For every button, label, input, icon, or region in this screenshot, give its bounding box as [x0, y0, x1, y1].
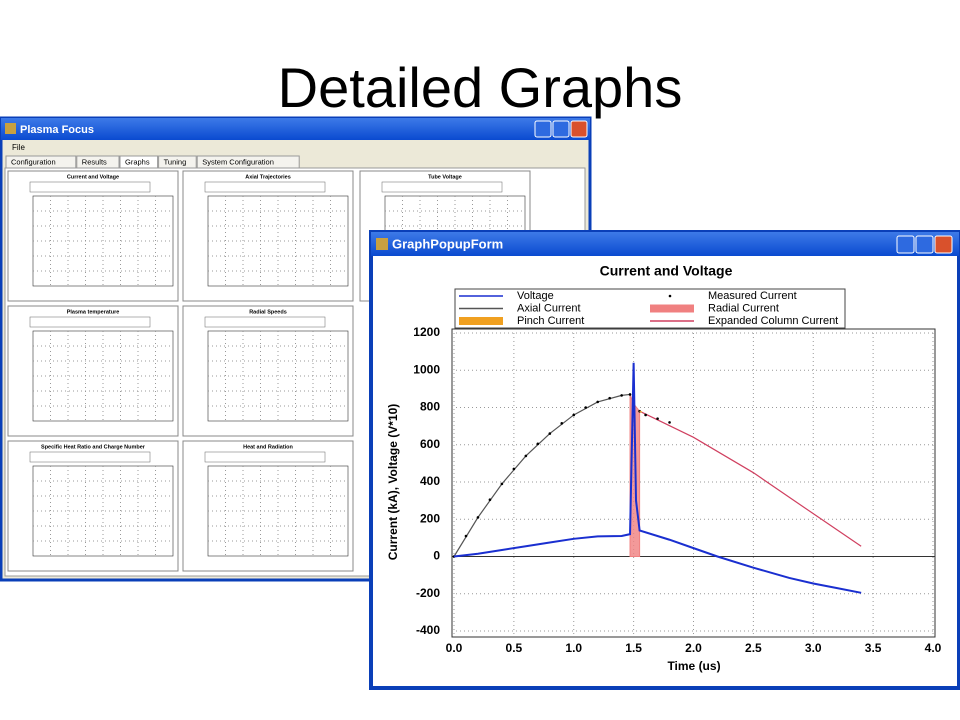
slide-title: Detailed Graphs — [278, 56, 683, 119]
y-tick-label: 600 — [420, 437, 440, 451]
series-line — [639, 410, 862, 547]
x-tick-label: 2.5 — [745, 641, 762, 655]
x-tick-label: 2.0 — [685, 641, 702, 655]
data-point — [608, 396, 611, 400]
data-point — [488, 498, 492, 501]
data-point — [620, 394, 623, 397]
data-point — [464, 534, 468, 538]
tab-bar: Configuration Results Graphs Tuning System C… — [5, 155, 300, 169]
x-tick-label: 0.0 — [446, 641, 463, 655]
x-axis-label: Time (us) — [667, 659, 720, 673]
data-point — [560, 422, 564, 425]
graph-title: Tube Voltage — [428, 174, 462, 180]
x-tick-label: 4.0 — [925, 641, 942, 655]
data-point — [476, 516, 480, 519]
data-point — [644, 413, 647, 417]
tab-label[interactable]: System Configuration — [202, 157, 274, 166]
x-tick-label: 0.5 — [506, 641, 523, 655]
popup-window: GraphPopupForm Current and Voltage Time … — [369, 230, 960, 690]
y-tick-label: 0 — [433, 549, 440, 563]
graph-title: Radial Speeds — [249, 309, 287, 315]
graph-legend-box — [29, 451, 151, 463]
x-tick-label: 1.0 — [565, 641, 582, 655]
y-tick-label: 400 — [420, 474, 440, 488]
legend-label: Radial Current — [708, 302, 779, 314]
series-line — [639, 410, 643, 413]
graph-title: Current and Voltage — [67, 174, 119, 180]
chart-title: Current and Voltage — [600, 263, 733, 279]
y-tick-label: -200 — [416, 586, 440, 600]
maximize-button[interactable] — [915, 235, 934, 254]
graph-legend-box — [29, 181, 151, 193]
graph-grid: Current and Voltage Axial Trajectories Tub… — [7, 170, 531, 572]
y-axis-label: Current (kA), Voltage (V*10) — [386, 404, 400, 560]
close-button[interactable] — [570, 120, 588, 138]
tab-label[interactable]: Graphs — [125, 157, 150, 166]
legend-swatch — [650, 304, 694, 313]
data-point — [524, 454, 528, 458]
y-tick-label: 800 — [420, 400, 440, 414]
tab-label[interactable]: Tuning — [164, 157, 187, 166]
graph-legend-box — [29, 316, 151, 328]
y-tick-label: 1200 — [413, 325, 440, 339]
legend-label: Expanded Column Current — [708, 315, 838, 327]
data-point — [536, 442, 540, 446]
series-line — [453, 362, 862, 594]
plot-area — [451, 328, 936, 638]
data-point — [512, 467, 516, 471]
data-point — [584, 406, 588, 409]
legend-swatch — [668, 294, 672, 298]
minimize-button[interactable] — [534, 120, 552, 138]
x-tick-label: 3.5 — [865, 641, 882, 655]
data-point — [656, 417, 659, 420]
window-title: Plasma Focus — [20, 124, 94, 136]
x-tick-label: 1.5 — [625, 641, 642, 655]
graph-title: Heat and Radiation — [243, 444, 293, 450]
data-point — [500, 482, 504, 486]
y-tick-label: 1000 — [413, 362, 440, 376]
data-point — [572, 413, 576, 417]
tab-label[interactable]: Results — [82, 157, 107, 166]
maximize-button[interactable] — [552, 120, 570, 138]
y-tick-label: 200 — [420, 511, 440, 525]
legend-swatch — [459, 317, 503, 325]
close-button[interactable] — [934, 235, 953, 254]
legend-label: Axial Current — [517, 302, 581, 314]
graph-legend-box — [204, 451, 326, 463]
window-title: GraphPopupForm — [392, 236, 503, 251]
graph-title: Axial Trajectories — [245, 174, 291, 180]
y-tick-label: -400 — [416, 623, 440, 637]
minimize-button[interactable] — [896, 235, 915, 254]
graph-legend-box — [381, 181, 503, 193]
data-point — [548, 432, 552, 435]
data-point — [628, 393, 632, 396]
data-point — [668, 421, 671, 424]
data-point — [596, 400, 599, 404]
menu-item[interactable]: File — [12, 143, 25, 152]
legend-label: Pinch Current — [517, 315, 584, 327]
tab-label[interactable]: Configuration — [11, 157, 56, 166]
graph-title: Plasma temperature — [67, 309, 120, 315]
graph-title: Specific Heat Ratio and Charge Number — [41, 444, 146, 450]
plot: 0.0 0.5 1.0 1.5 2.0 2.5 3.0 3.5 4.0 -400 -200 0 200 4… — [413, 290, 941, 655]
graph-legend-box — [204, 181, 326, 193]
x-tick-label: 3.0 — [805, 641, 822, 655]
graph-legend-box — [204, 316, 326, 328]
legend-label: Measured Current — [708, 290, 797, 302]
legend-label: Voltage — [517, 290, 554, 302]
